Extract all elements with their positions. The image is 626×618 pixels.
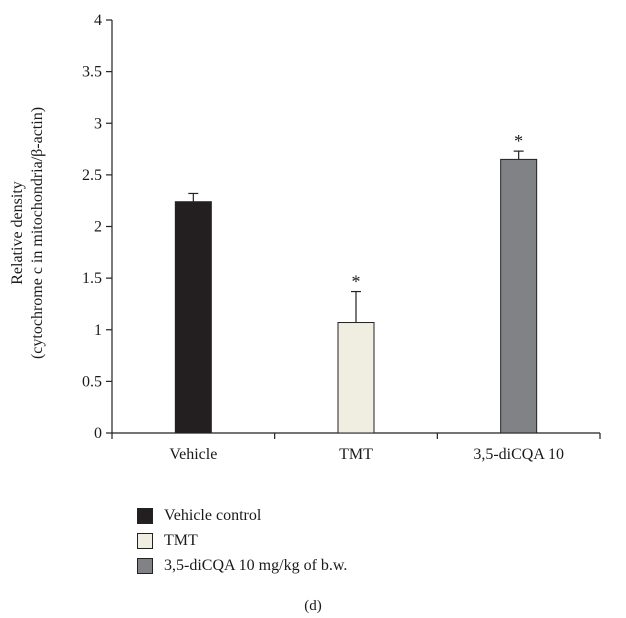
y-tick-label: 0.5 <box>82 373 102 390</box>
y-axis-label-line-1: Relative density <box>9 181 26 285</box>
y-tick-label: 2 <box>94 219 102 236</box>
legend-swatch <box>137 532 153 549</box>
y-axis-label-line-2: (cytochrome c in mitochondria/β-actin) <box>29 107 46 359</box>
legend-label: TMT <box>164 531 198 549</box>
y-axis: 0 0.5 1 1.5 2 2.5 3 3.5 4 <box>82 12 113 442</box>
legend-item-tmt: TMT <box>137 528 347 553</box>
x-axis: Vehicle TMT 3,5-diCQA 10 <box>111 432 601 463</box>
significance-marker: * <box>352 272 361 292</box>
x-tick-label: TMT <box>339 446 373 463</box>
panel-label: (d) <box>304 598 322 614</box>
legend-swatch <box>137 557 153 574</box>
significance-marker: * <box>514 131 523 151</box>
x-tick-label: Vehicle <box>169 446 217 463</box>
y-tick-label: 1.5 <box>82 270 102 287</box>
bar-1 <box>174 201 212 434</box>
bars: ** <box>174 131 538 434</box>
x-tick-label: 3,5-diCQA 10 <box>473 446 564 463</box>
y-tick-label: 2.5 <box>82 167 102 184</box>
legend-label: 3,5-diCQA 10 mg/kg of b.w. <box>164 556 348 574</box>
legend: Vehicle control TMT 3,5-diCQA 10 mg/kg o… <box>137 503 347 578</box>
bar-3 <box>500 158 538 434</box>
legend-swatch <box>137 507 153 524</box>
legend-item-3-5-dicqa: 3,5-diCQA 10 mg/kg of b.w. <box>137 553 347 578</box>
y-tick-label: 3 <box>94 115 102 132</box>
y-tick-label: 4 <box>94 12 102 29</box>
y-tick-label: 1 <box>94 322 102 339</box>
bar-chart: 0 0.5 1 1.5 2 2.5 3 3.5 4 Vehicle TMT 3,5-diCQA 10… <box>9 12 601 463</box>
bar-2 <box>337 322 375 434</box>
y-tick-label: 0 <box>94 425 102 442</box>
legend-item-vehicle-control: Vehicle control <box>137 503 347 528</box>
y-tick-label: 3.5 <box>82 64 102 81</box>
legend-label: Vehicle control <box>164 506 262 524</box>
